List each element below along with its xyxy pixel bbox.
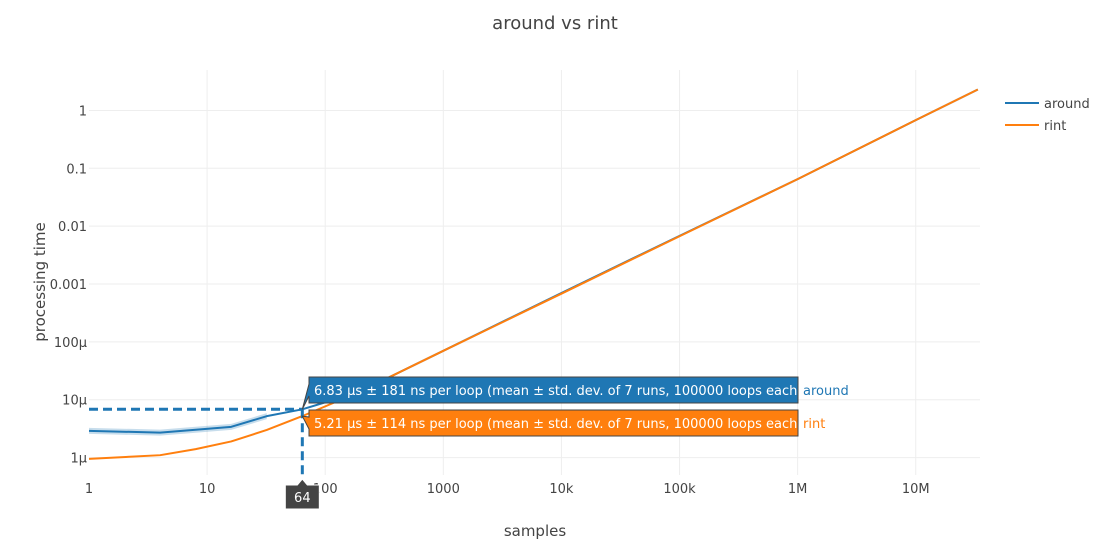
x-tick-label: 1000	[427, 482, 460, 497]
hover-text-rint: 5.21 µs ± 114 ns per loop (mean ± std. d…	[314, 417, 802, 432]
y-axis-ticks: 1µ 10µ 100µ 0.001 0.01 0.1 1	[50, 104, 87, 466]
y-axis-title: processing time	[31, 222, 49, 342]
legend-label-around: around	[1044, 97, 1090, 112]
y-tick-label: 1µ	[70, 452, 87, 467]
error-band-around	[89, 413, 267, 436]
hover-x-label: 64	[294, 491, 311, 506]
error-band	[89, 413, 267, 436]
hover-series-name-rint: rint	[803, 417, 825, 432]
y-tick-label: 1	[79, 104, 87, 119]
x-axis-ticks: 1 10 100 1000 10k 100k 1M 10M	[85, 482, 930, 497]
hover-x-box	[284, 478, 320, 510]
legend[interactable]: around rint	[1005, 97, 1090, 134]
x-tick-label: 10k	[549, 482, 574, 497]
chart-title: around vs rint	[492, 13, 618, 34]
x-tick-label: 1M	[788, 482, 808, 497]
hover-box-around	[301, 376, 799, 410]
grid	[88, 70, 980, 475]
legend-label-rint: rint	[1044, 119, 1066, 134]
x-tick-label: 100k	[663, 482, 696, 497]
x-tick-label: 10	[199, 482, 216, 497]
x-tick-label: 1	[85, 482, 93, 497]
hover-overlay: 64 6.83 µs ± 181 ns per loop (mean ± std.…	[89, 376, 849, 510]
y-tick-label: 100µ	[54, 336, 87, 351]
hover-box-rint	[301, 409, 799, 437]
x-tick-label: 10M	[902, 482, 930, 497]
y-tick-label: 0.001	[50, 278, 87, 293]
y-tick-label: 0.01	[58, 220, 87, 235]
x-axis-title: samples	[504, 522, 567, 540]
y-tick-label: 0.1	[66, 162, 87, 177]
hover-series-name-around: around	[803, 384, 849, 399]
hover-text-around: 6.83 µs ± 181 ns per loop (mean ± std. d…	[314, 384, 802, 399]
y-tick-label: 10µ	[62, 394, 87, 409]
